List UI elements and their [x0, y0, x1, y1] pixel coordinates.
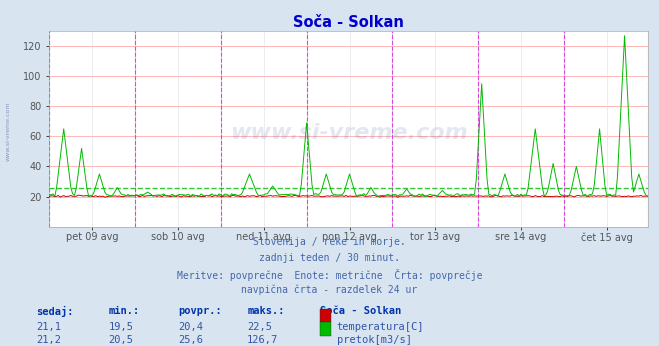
- Text: 21,2: 21,2: [36, 335, 61, 345]
- Text: povpr.:: povpr.:: [178, 306, 221, 316]
- Text: 20,4: 20,4: [178, 322, 203, 332]
- Text: www.si-vreme.com: www.si-vreme.com: [5, 102, 11, 161]
- Text: 25,6: 25,6: [178, 335, 203, 345]
- Text: pretok[m3/s]: pretok[m3/s]: [337, 335, 412, 345]
- Text: navpična črta - razdelek 24 ur: navpična črta - razdelek 24 ur: [241, 285, 418, 295]
- Text: Slovenija / reke in morje.: Slovenija / reke in morje.: [253, 237, 406, 247]
- Text: www.si-vreme.com: www.si-vreme.com: [230, 123, 467, 143]
- Text: sedaj:: sedaj:: [36, 306, 74, 317]
- Title: Soča - Solkan: Soča - Solkan: [293, 15, 404, 30]
- Text: 126,7: 126,7: [247, 335, 278, 345]
- Text: 19,5: 19,5: [109, 322, 134, 332]
- Text: maks.:: maks.:: [247, 306, 285, 316]
- Text: Meritve: povprečne  Enote: metrične  Črta: povprečje: Meritve: povprečne Enote: metrične Črta:…: [177, 269, 482, 281]
- Text: Soča - Solkan: Soča - Solkan: [320, 306, 401, 316]
- Text: zadnji teden / 30 minut.: zadnji teden / 30 minut.: [259, 253, 400, 263]
- Text: 20,5: 20,5: [109, 335, 134, 345]
- Text: 21,1: 21,1: [36, 322, 61, 332]
- Text: temperatura[C]: temperatura[C]: [337, 322, 424, 332]
- Text: 22,5: 22,5: [247, 322, 272, 332]
- Text: min.:: min.:: [109, 306, 140, 316]
